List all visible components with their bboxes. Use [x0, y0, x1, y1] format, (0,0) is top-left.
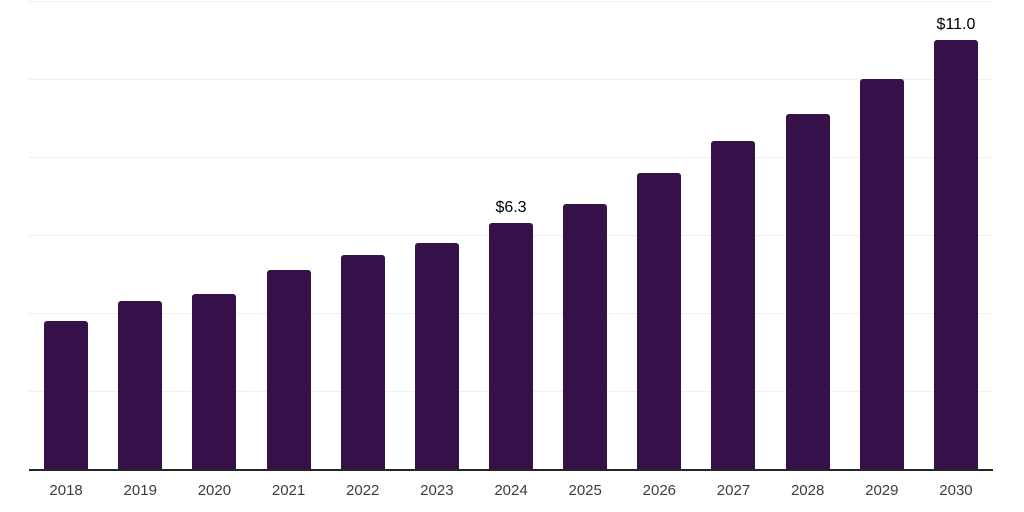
bar-slot-2024: $6.3	[474, 1, 548, 469]
x-tick-label-2018: 2018	[49, 482, 83, 499]
bar-slot-2022	[326, 1, 400, 469]
bar-value-label-2030: $11.0	[936, 16, 976, 33]
bar-2020	[192, 293, 237, 469]
x-axis-line	[29, 469, 993, 471]
gridline-y-10	[29, 79, 993, 80]
bar-2030	[933, 40, 978, 469]
bar-2019	[118, 301, 163, 469]
bar-slot-2027	[696, 1, 770, 469]
x-tick-label-2021: 2021	[271, 482, 306, 499]
x-axis-tick-labels: 2018 2019 2020 2021 2022 2023 2024 2025 2026 2027…	[29, 481, 993, 501]
x-tick-label-2022: 2022	[346, 482, 380, 499]
gridline-y-8	[29, 157, 993, 158]
x-tick-label-2023: 2023	[420, 482, 454, 499]
x-tick-label-2025: 2025	[568, 482, 602, 499]
bar-2018	[44, 320, 89, 469]
gridline-y-12	[29, 1, 993, 2]
bar-2028	[785, 114, 830, 469]
bar-2027	[711, 141, 756, 469]
bar-slot-2020	[177, 1, 251, 469]
bar-2024	[489, 223, 534, 469]
bar-2029	[859, 79, 904, 469]
plot-area: $6.3 $11.0	[29, 1, 993, 471]
bar-value-label-2024: $6.3	[495, 199, 527, 217]
x-tick-label-2029: 2029	[865, 482, 899, 499]
x-tick-label-2019: 2019	[123, 482, 157, 499]
x-tick-label-2027: 2027	[716, 482, 751, 499]
bar-slot-2018	[29, 1, 103, 469]
bar-slot-2028	[771, 1, 845, 469]
bar-slot-2019	[103, 1, 177, 469]
x-tick-label-2028: 2028	[790, 482, 825, 499]
bar-slot-2023	[400, 1, 474, 469]
bar-2021	[266, 270, 311, 469]
bar-slot-2025	[548, 1, 622, 469]
bar-slot-2030: $11.0	[919, 1, 993, 469]
x-tick-label-2026: 2026	[642, 482, 677, 499]
bar-slot-2029	[845, 1, 919, 469]
bar-slot-2021	[251, 1, 325, 469]
x-tick-label-2020: 2020	[197, 482, 232, 499]
x-tick-label-2030: 2030	[939, 482, 973, 499]
bar-2025	[563, 203, 608, 469]
x-tick-label-2024: 2024	[494, 482, 528, 499]
bar-slot-2026	[622, 1, 696, 469]
bar-2022	[340, 254, 385, 469]
bar-2026	[637, 172, 682, 469]
bar-2023	[414, 242, 459, 469]
bar-series: $6.3 $11.0	[29, 1, 993, 469]
